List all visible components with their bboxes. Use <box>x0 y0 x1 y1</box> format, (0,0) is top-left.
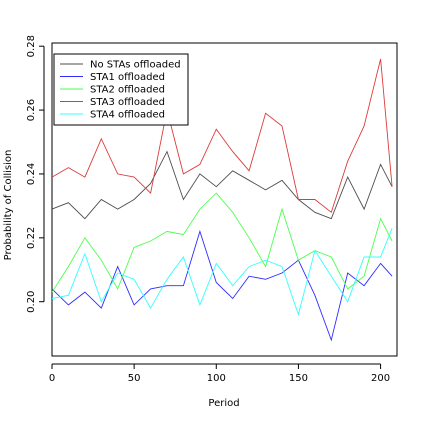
legend-label: STA4 offloaded <box>90 110 165 121</box>
series-line-4 <box>51 58 393 214</box>
x-tick-label: 50 <box>128 373 141 384</box>
x-axis: 0 50 100 150 200 <box>49 363 390 384</box>
series-line-2 <box>51 229 393 342</box>
series-line-1 <box>51 150 393 220</box>
x-tick-label: 200 <box>371 373 390 384</box>
legend-label: STA3 offloaded <box>90 97 165 108</box>
y-tick-label: 0.26 <box>26 99 37 121</box>
legend-label: No STAs offloaded <box>90 60 181 71</box>
series-line-5 <box>51 228 393 317</box>
y-axis-label: Probability of Collision <box>3 150 14 261</box>
y-tick-label: 0.28 <box>26 35 37 57</box>
legend-label: STA1 offloaded <box>90 72 165 83</box>
x-tick-label: 100 <box>207 373 226 384</box>
series-layer <box>51 58 393 342</box>
x-tick-label: 0 <box>49 373 55 384</box>
y-tick-label: 0.24 <box>26 163 37 185</box>
series-line-3 <box>51 192 393 293</box>
y-axis: 0.20 0.22 0.24 0.26 0.28 <box>26 35 45 313</box>
y-tick-label: 0.20 <box>26 291 37 313</box>
x-tick-label: 150 <box>289 373 308 384</box>
legend-label: STA2 offloaded <box>90 85 165 96</box>
plot-frame <box>51 42 398 357</box>
y-tick-label: 0.22 <box>26 227 37 249</box>
x-axis-label: Period <box>208 398 239 409</box>
